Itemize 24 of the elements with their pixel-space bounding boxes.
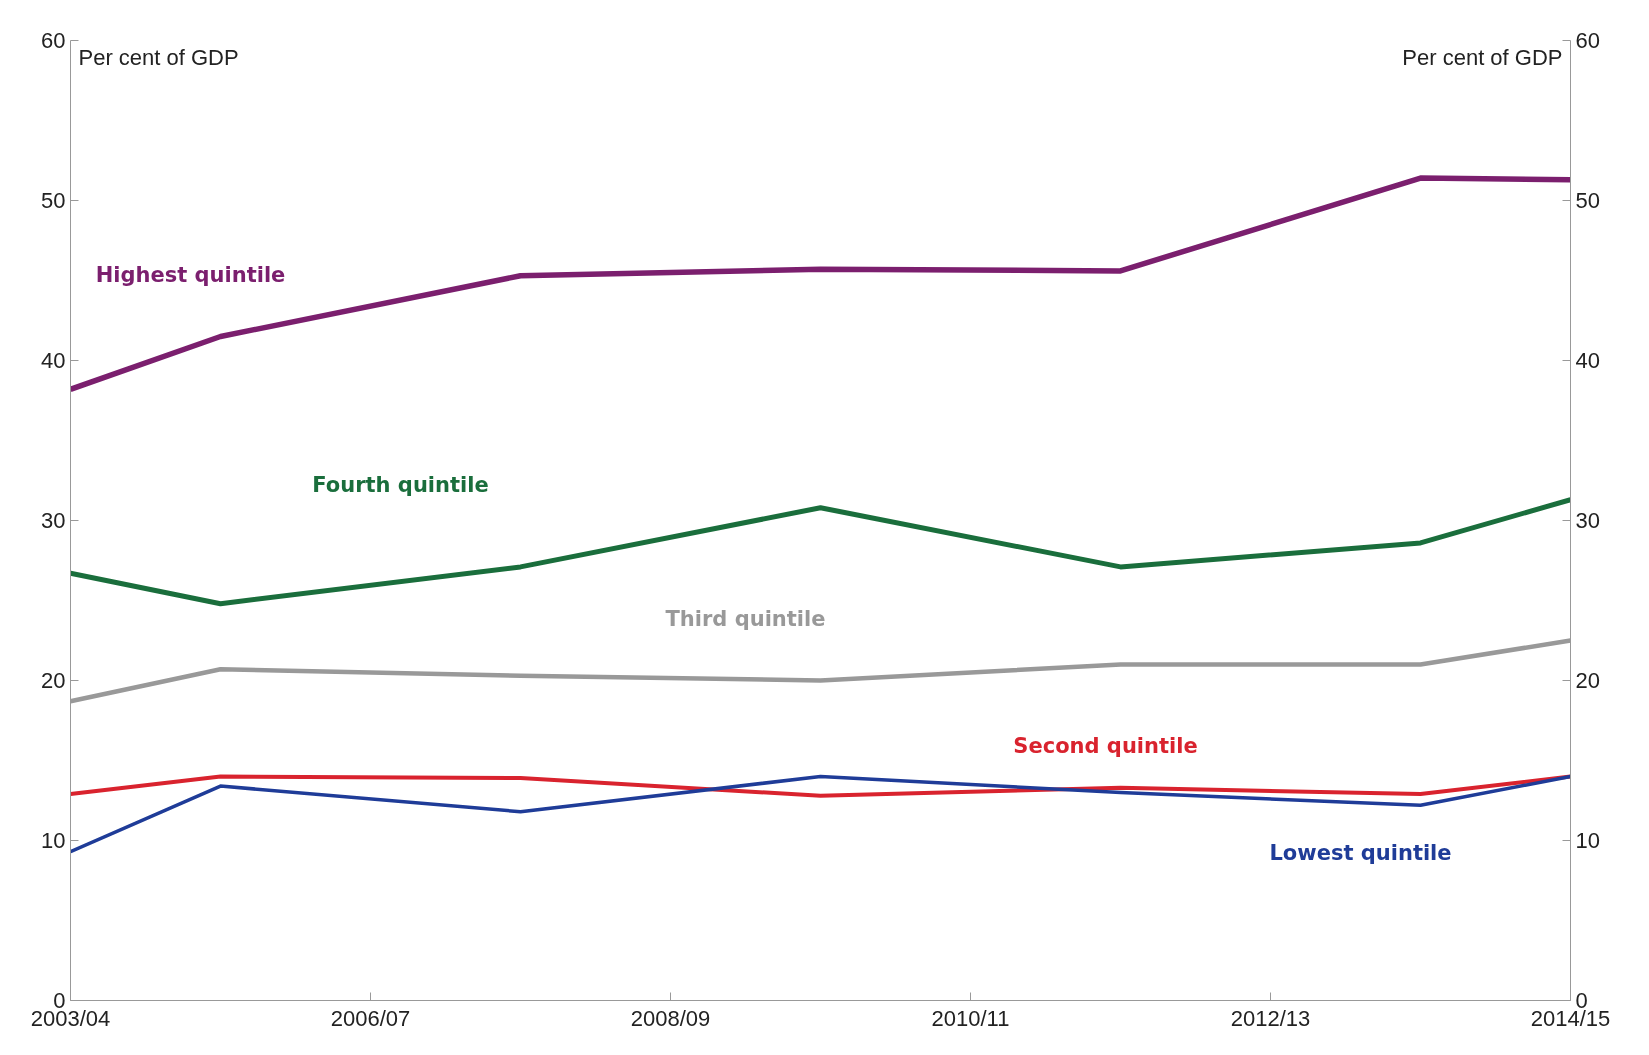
y2-tick-label: 10 — [1575, 828, 1600, 853]
y-tick-label: 50 — [41, 188, 66, 213]
text: Fourth quintile — [312, 472, 489, 497]
y-tick-label: 40 — [41, 348, 66, 373]
y2-tick-label: 40 — [1575, 348, 1600, 373]
series-label: Highest quintile — [95, 262, 286, 287]
y-tick-label: 60 — [41, 28, 66, 53]
x-tick-label: 2008/09 — [630, 1005, 711, 1031]
y-tick-label: 10 — [41, 828, 66, 853]
x-tick-label: 2006/07 — [330, 1005, 411, 1031]
y2-tick-label: 50 — [1575, 188, 1600, 213]
x-tick-label: 2010/11 — [931, 1005, 1010, 1031]
series-label: Lowest quintile — [1269, 841, 1452, 866]
series-label: Second quintile — [1013, 733, 1198, 758]
y-tick-label: 30 — [41, 508, 66, 533]
y2-tick-label: 30 — [1575, 508, 1600, 533]
x-tick-label: 2012/13 — [1230, 1005, 1311, 1031]
line-series — [70, 774, 1571, 798]
y2-tick-label: 20 — [1575, 668, 1600, 693]
y2-axis-title: Per cent of GDP — [1402, 44, 1563, 70]
y-axis-title: Per cent of GDP — [78, 44, 239, 70]
y-tick-label: 20 — [41, 668, 66, 693]
text: Third quintile — [665, 606, 826, 631]
y2-tick-label: 60 — [1575, 28, 1600, 53]
